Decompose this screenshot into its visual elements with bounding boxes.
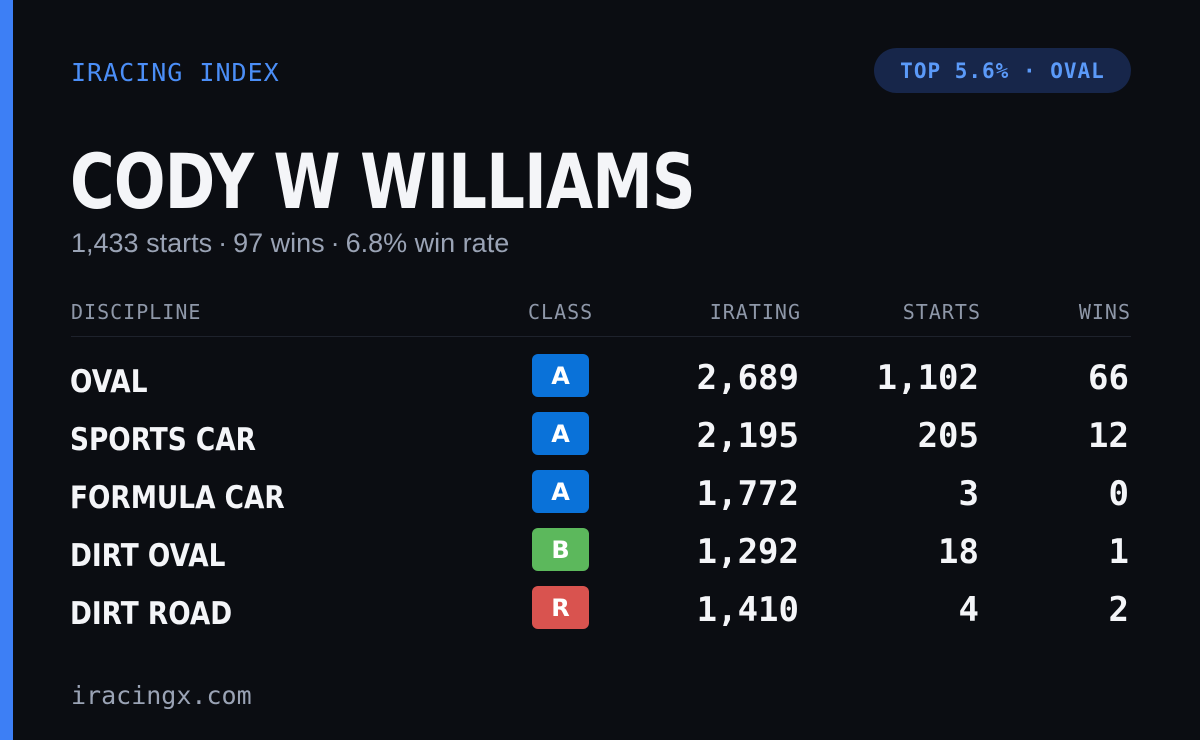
starts-value: 1,102 xyxy=(876,358,979,398)
driver-summary: 1,433 starts · 97 wins · 6.8% win rate xyxy=(71,228,509,259)
header-starts: STARTS xyxy=(902,300,981,324)
table-row: DIRT ROAD R 1,410 4 2 xyxy=(0,586,1200,644)
header-wins: WINS xyxy=(1078,300,1131,324)
wins-value: 1 xyxy=(1108,532,1129,572)
starts-value: 4 xyxy=(958,590,979,630)
accent-bar xyxy=(0,0,13,740)
starts-value: 3 xyxy=(958,474,979,514)
table-row: DIRT OVAL B 1,292 18 1 xyxy=(0,528,1200,586)
brand-label: IRACING INDEX xyxy=(71,58,280,87)
irating-value: 2,689 xyxy=(696,358,799,398)
header-discipline: DISCIPLINE xyxy=(71,300,202,324)
wins-value: 2 xyxy=(1108,590,1129,630)
irating-value: 1,410 xyxy=(696,590,799,630)
discipline-name: DIRT OVAL xyxy=(70,538,226,574)
summary-separator: · xyxy=(218,228,228,258)
wins-value: 66 xyxy=(1088,358,1129,398)
wins-value: 0 xyxy=(1108,474,1129,514)
summary-wins: 97 wins xyxy=(233,228,325,258)
wins-value: 12 xyxy=(1088,416,1129,456)
license-class-badge: A xyxy=(532,470,589,513)
irating-value: 1,772 xyxy=(696,474,799,514)
discipline-name: SPORTS CAR xyxy=(70,422,256,458)
license-class-badge: A xyxy=(532,412,589,455)
starts-value: 18 xyxy=(938,532,979,572)
irating-value: 1,292 xyxy=(696,532,799,572)
discipline-name: OVAL xyxy=(70,364,148,400)
summary-separator: · xyxy=(330,228,340,258)
summary-win-rate: 6.8% win rate xyxy=(345,228,510,258)
table-row: SPORTS CAR A 2,195 205 12 xyxy=(0,412,1200,470)
rank-badge: TOP 5.6% · OVAL xyxy=(874,48,1131,93)
discipline-name: DIRT ROAD xyxy=(70,596,233,632)
discipline-name: FORMULA CAR xyxy=(70,480,285,516)
irating-value: 2,195 xyxy=(696,416,799,456)
license-class-badge: A xyxy=(532,354,589,397)
header-class: CLASS xyxy=(528,300,594,324)
table-row: OVAL A 2,689 1,102 66 xyxy=(0,354,1200,412)
license-class-badge: B xyxy=(532,528,589,571)
table-row: FORMULA CAR A 1,772 3 0 xyxy=(0,470,1200,528)
driver-name: CODY W WILLIAMS xyxy=(70,137,696,226)
license-class-badge: R xyxy=(532,586,589,629)
header-divider xyxy=(71,336,1131,337)
header-irating: IRATING xyxy=(709,300,801,324)
site-url: iracingx.com xyxy=(71,681,252,710)
summary-starts: 1,433 starts xyxy=(71,228,213,258)
starts-value: 205 xyxy=(917,416,979,456)
